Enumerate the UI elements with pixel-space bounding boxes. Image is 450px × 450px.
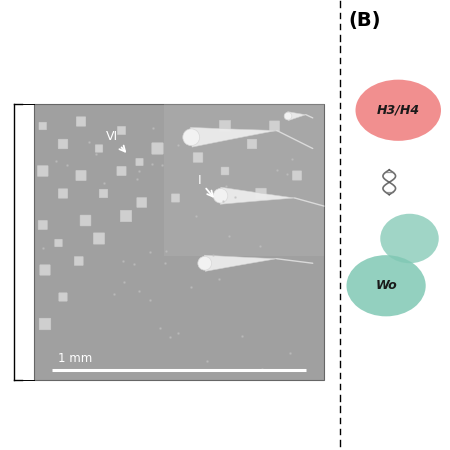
FancyBboxPatch shape — [136, 158, 143, 166]
Polygon shape — [288, 112, 306, 121]
Circle shape — [284, 112, 292, 120]
Ellipse shape — [356, 80, 441, 141]
Text: I: I — [198, 175, 213, 197]
FancyBboxPatch shape — [120, 210, 132, 222]
FancyBboxPatch shape — [58, 189, 68, 198]
FancyBboxPatch shape — [55, 239, 62, 247]
FancyBboxPatch shape — [247, 139, 257, 149]
Circle shape — [183, 129, 200, 146]
Ellipse shape — [346, 255, 426, 316]
FancyBboxPatch shape — [99, 189, 108, 198]
Text: (B): (B) — [349, 11, 381, 30]
Ellipse shape — [380, 214, 439, 263]
Polygon shape — [190, 127, 277, 147]
FancyBboxPatch shape — [171, 194, 180, 202]
Text: H3/H4: H3/H4 — [377, 104, 420, 117]
Polygon shape — [204, 255, 277, 271]
FancyBboxPatch shape — [74, 256, 83, 266]
FancyBboxPatch shape — [37, 166, 48, 176]
FancyBboxPatch shape — [34, 104, 324, 380]
FancyBboxPatch shape — [93, 233, 105, 244]
FancyBboxPatch shape — [58, 139, 68, 149]
FancyBboxPatch shape — [40, 265, 50, 275]
FancyBboxPatch shape — [39, 122, 46, 130]
Circle shape — [213, 189, 228, 203]
FancyBboxPatch shape — [39, 318, 51, 330]
FancyBboxPatch shape — [256, 188, 266, 199]
Text: 1 mm: 1 mm — [58, 352, 93, 365]
FancyBboxPatch shape — [292, 171, 302, 180]
FancyBboxPatch shape — [152, 143, 163, 154]
FancyBboxPatch shape — [193, 153, 203, 162]
FancyBboxPatch shape — [59, 293, 67, 301]
FancyBboxPatch shape — [95, 145, 103, 152]
FancyBboxPatch shape — [38, 220, 47, 230]
Text: VI: VI — [106, 130, 125, 152]
Text: Wo: Wo — [375, 279, 397, 292]
Polygon shape — [220, 187, 295, 204]
FancyBboxPatch shape — [164, 104, 324, 256]
FancyBboxPatch shape — [76, 117, 86, 126]
FancyBboxPatch shape — [76, 171, 86, 180]
FancyBboxPatch shape — [80, 215, 91, 226]
FancyBboxPatch shape — [137, 198, 147, 207]
FancyBboxPatch shape — [117, 166, 126, 176]
FancyBboxPatch shape — [270, 121, 279, 131]
FancyBboxPatch shape — [117, 126, 126, 135]
FancyBboxPatch shape — [219, 120, 231, 132]
Circle shape — [198, 256, 212, 270]
FancyBboxPatch shape — [221, 167, 229, 175]
